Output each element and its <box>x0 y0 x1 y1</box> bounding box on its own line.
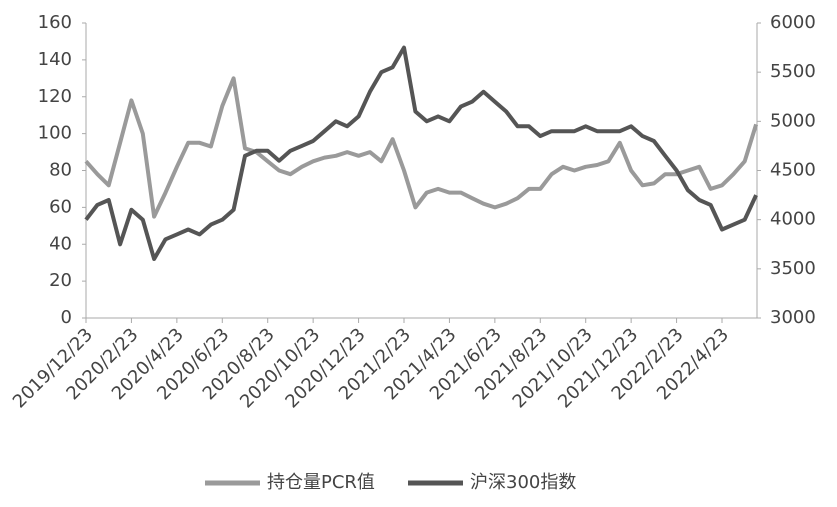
legend-label: 持仓量PCR值 <box>267 472 375 493</box>
y2-tick-label: 3500 <box>770 258 816 279</box>
y-tick-label: 0 <box>61 307 72 328</box>
y-tick-label: 160 <box>38 12 72 33</box>
legend-label: 沪深300指数 <box>470 472 576 493</box>
y2-tick-label: 6000 <box>770 12 816 33</box>
y2-tick-label: 4000 <box>770 209 816 230</box>
y2-tick-label: 3000 <box>770 307 816 328</box>
y-tick-label: 100 <box>38 123 72 144</box>
series-line <box>84 76 759 219</box>
y-tick-label: 140 <box>38 49 72 70</box>
y2-tick-label: 4500 <box>770 160 816 181</box>
y-tick-label: 40 <box>49 233 72 254</box>
y-tick-label: 20 <box>49 270 72 291</box>
y2-tick-label: 5000 <box>770 110 816 131</box>
y-tick-label: 80 <box>49 160 72 181</box>
y-tick-label: 120 <box>38 86 72 107</box>
y-tick-label: 60 <box>49 196 72 217</box>
y2-tick-label: 5500 <box>770 61 816 82</box>
series-line <box>84 45 758 261</box>
